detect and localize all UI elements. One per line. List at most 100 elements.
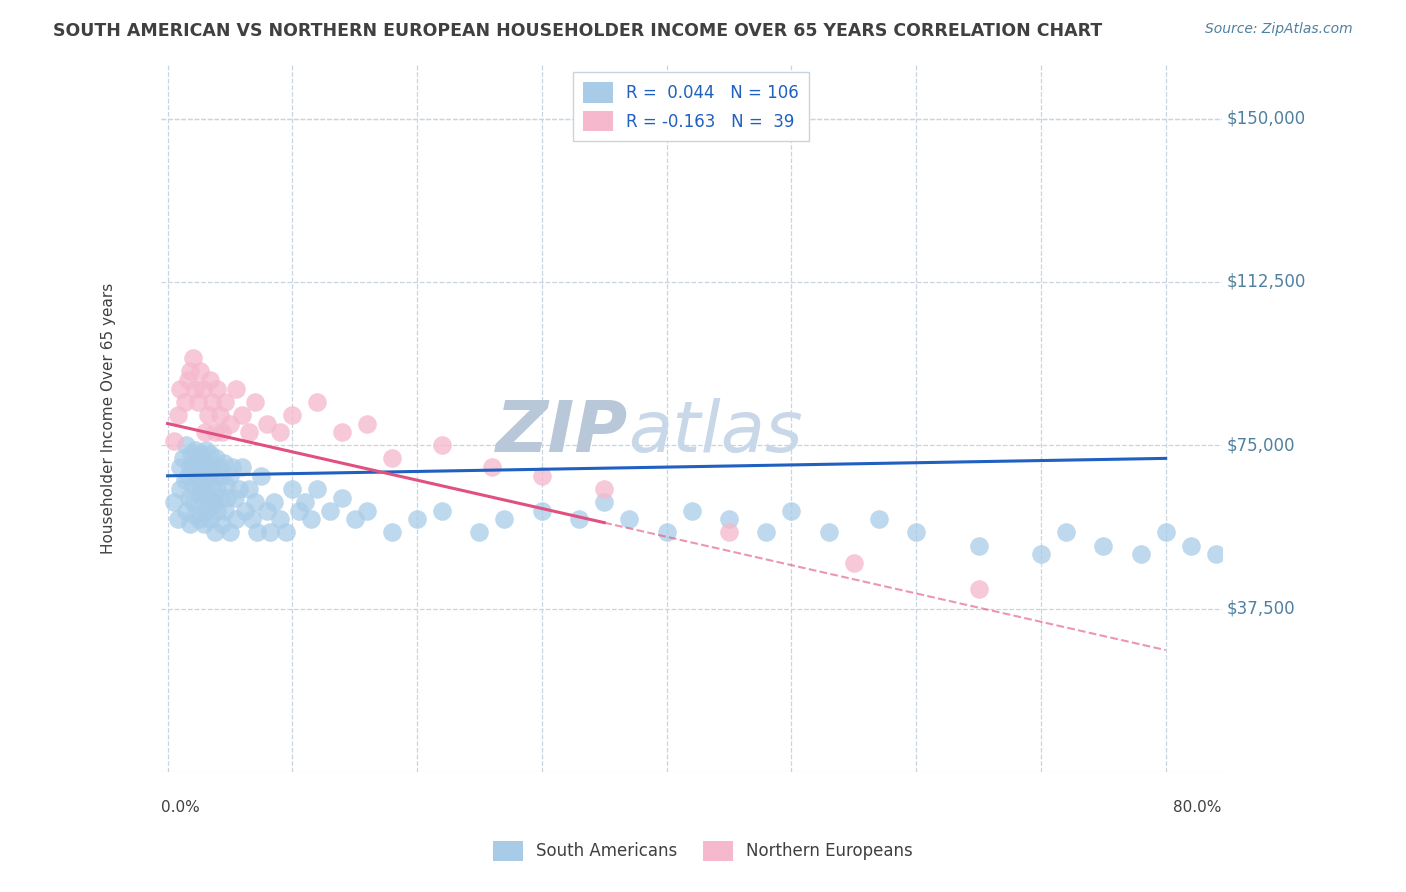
Point [163, 434, 186, 448]
Point [381, 525, 404, 540]
Point [205, 451, 228, 466]
Point [184, 508, 207, 522]
Point [593, 482, 616, 496]
Point [174, 438, 197, 452]
Point [481, 460, 503, 475]
Point [225, 512, 247, 526]
Point [186, 394, 208, 409]
Point [242, 512, 264, 526]
Point [198, 373, 221, 387]
Point [868, 512, 890, 526]
Point [269, 425, 291, 440]
Point [281, 408, 304, 422]
Point [281, 482, 304, 496]
Point [186, 468, 208, 483]
Point [194, 482, 217, 496]
Point [181, 351, 204, 366]
Point [294, 495, 316, 509]
Point [319, 503, 342, 517]
Point [231, 408, 253, 422]
Point [215, 477, 238, 491]
Legend: R =  0.044   N = 106, R = -0.163   N =  39: R = 0.044 N = 106, R = -0.163 N = 39 [572, 72, 808, 142]
Point [204, 525, 226, 540]
Point [169, 460, 191, 475]
Text: atlas: atlas [628, 398, 803, 467]
Point [430, 438, 453, 452]
Point [197, 408, 219, 422]
Point [193, 516, 215, 531]
Point [1029, 547, 1052, 561]
Point [200, 500, 222, 514]
Point [967, 539, 990, 553]
Point [256, 503, 278, 517]
Point [343, 512, 366, 526]
Point [905, 525, 928, 540]
Point [195, 442, 218, 457]
Point [1205, 547, 1227, 561]
Point [176, 468, 198, 483]
Point [172, 451, 194, 466]
Point [717, 512, 740, 526]
Point [219, 525, 242, 540]
Point [179, 364, 201, 378]
Point [299, 512, 322, 526]
Point [208, 408, 231, 422]
Point [194, 425, 217, 440]
Text: $112,500: $112,500 [1227, 273, 1306, 291]
Point [181, 495, 204, 509]
Point [468, 525, 491, 540]
Point [214, 394, 236, 409]
Text: SOUTH AMERICAN VS NORTHERN EUROPEAN HOUSEHOLDER INCOME OVER 65 YEARS CORRELATION: SOUTH AMERICAN VS NORTHERN EUROPEAN HOUS… [53, 22, 1102, 40]
Point [201, 394, 224, 409]
Point [259, 525, 281, 540]
Point [184, 442, 207, 457]
Point [1154, 525, 1177, 540]
Point [177, 491, 200, 505]
Point [207, 503, 229, 517]
Point [179, 460, 201, 475]
Point [231, 460, 253, 475]
Point [219, 468, 242, 483]
Point [593, 495, 616, 509]
Point [188, 364, 211, 378]
Point [212, 456, 235, 470]
Point [406, 512, 429, 526]
Point [202, 495, 225, 509]
Point [250, 468, 273, 483]
Text: Householder Income Over 65 years: Householder Income Over 65 years [101, 283, 115, 554]
Point [224, 491, 246, 505]
Point [197, 468, 219, 483]
Point [356, 417, 378, 431]
Point [238, 425, 260, 440]
Point [330, 491, 353, 505]
Point [269, 512, 291, 526]
Point [221, 460, 243, 475]
Point [256, 417, 278, 431]
Point [530, 503, 553, 517]
Point [188, 477, 211, 491]
Legend: South Americans, Northern Europeans: South Americans, Northern Europeans [486, 834, 920, 868]
Point [186, 451, 208, 466]
Point [246, 525, 269, 540]
Point [243, 394, 266, 409]
Text: Source: ZipAtlas.com: Source: ZipAtlas.com [1205, 22, 1353, 37]
Point [179, 516, 201, 531]
Point [198, 512, 221, 526]
Point [201, 460, 224, 475]
Point [191, 382, 214, 396]
Point [330, 425, 353, 440]
Point [356, 503, 378, 517]
Point [204, 425, 226, 440]
Point [225, 382, 247, 396]
Point [274, 525, 297, 540]
Point [174, 473, 197, 487]
Point [207, 382, 229, 396]
Point [842, 556, 865, 570]
Point [755, 525, 778, 540]
Point [195, 503, 218, 517]
Point [228, 482, 250, 496]
Point [263, 495, 285, 509]
Point [780, 503, 803, 517]
Point [191, 465, 214, 479]
Point [655, 525, 678, 540]
